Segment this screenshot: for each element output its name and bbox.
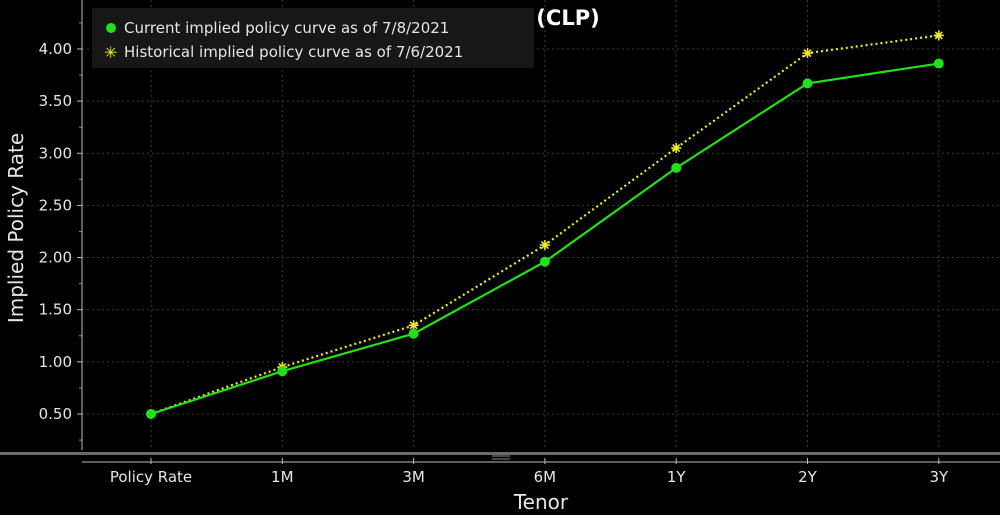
star-stroke: [803, 49, 812, 58]
y-tick-labels: 0.50 1.00 1.50 2.00 2.50 3.00 3.50 4.00: [39, 40, 72, 423]
star-stroke: [934, 31, 943, 40]
data-point: [146, 409, 156, 419]
data-point: [408, 320, 419, 331]
data-point: [802, 78, 813, 89]
data-point: [277, 366, 288, 377]
x-tick-label: 1M: [271, 468, 294, 486]
data-point: [933, 30, 944, 41]
series: [146, 30, 944, 419]
x-tick-label: 3Y: [929, 468, 949, 486]
x-tick-label: 1Y: [667, 468, 687, 486]
x-tick-label: 3M: [402, 468, 425, 486]
legend-label-current: Current implied policy curve as of 7/8/2…: [124, 19, 449, 37]
y-axis-title: Implied Policy Rate: [4, 133, 28, 323]
y-tick-label: 2.50: [39, 196, 72, 214]
data-point: [671, 162, 682, 173]
data-point: [671, 143, 682, 154]
y-tick-label: 3.50: [39, 92, 72, 110]
legend-background: [92, 8, 534, 68]
star-stroke: [409, 321, 418, 330]
legend: Current implied policy curve as of 7/8/2…: [92, 8, 534, 68]
star-stroke: [540, 240, 549, 250]
x-tick-label: Policy Rate: [110, 468, 192, 486]
axes: [77, 0, 1000, 464]
data-point: [539, 256, 550, 267]
star-stroke: [672, 143, 681, 153]
legend-marker-current: [106, 23, 116, 33]
y-tick-label: 4.00: [39, 40, 72, 58]
y-tick-label: 1.00: [39, 353, 72, 371]
legend-label-historical: Historical implied policy curve as of 7/…: [124, 43, 463, 61]
x-axis-title: Tenor: [513, 490, 569, 514]
data-point: [408, 328, 419, 339]
x-tick-label: 2Y: [798, 468, 818, 486]
y-tick-label: 0.50: [39, 405, 72, 423]
x-tick-label: 6M: [534, 468, 557, 486]
series-line: [150, 34, 939, 416]
data-point: [802, 48, 813, 59]
series-current: [146, 58, 944, 419]
x-tick-labels: Policy Rate 1M 3M 6M 1Y 2Y 3Y: [110, 468, 949, 486]
y-tick-label: 3.00: [39, 144, 72, 162]
y-tick-label: 1.50: [39, 301, 72, 319]
data-point: [933, 58, 944, 69]
data-point: [539, 240, 550, 251]
y-tick-label: 2.00: [39, 249, 72, 267]
legend-marker-historical: ✳: [104, 43, 117, 62]
scroll-divider[interactable]: [0, 452, 1000, 460]
